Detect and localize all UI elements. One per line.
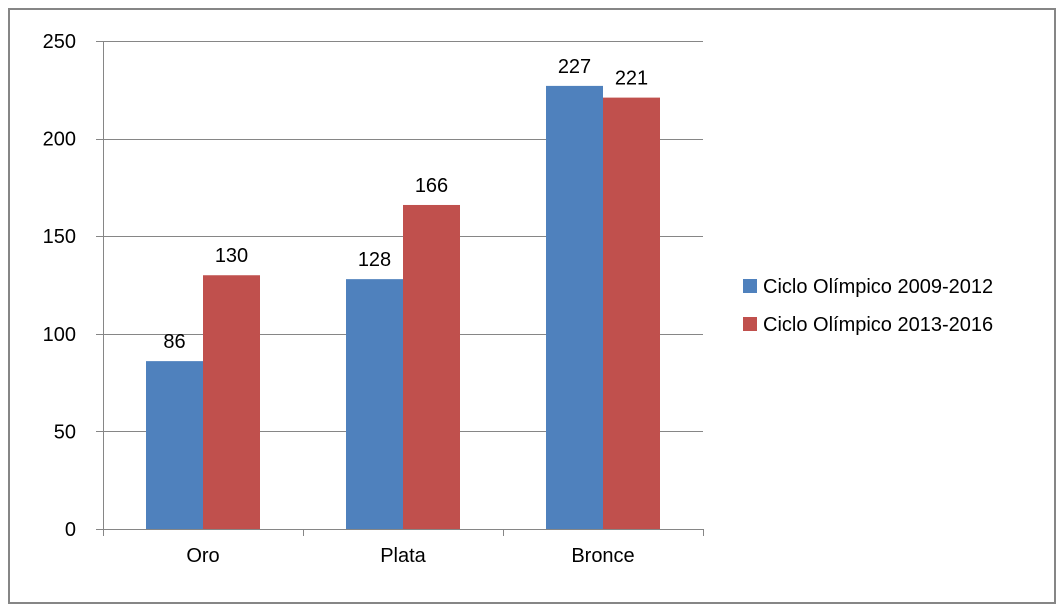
x-tick-label: Bronce: [571, 545, 634, 567]
legend-label: Ciclo Olímpico 2009-2012: [763, 276, 993, 298]
y-tick-label: 150: [43, 226, 76, 248]
y-tick-label: 50: [54, 421, 76, 443]
bar: [203, 275, 260, 529]
data-label: 221: [615, 68, 648, 90]
data-label: 227: [558, 56, 591, 78]
axes: 0 50 100 150 200 250 Oro Plata Bronce: [43, 31, 704, 567]
data-label: 86: [163, 331, 185, 353]
legend-swatch: [743, 317, 757, 331]
bar: [603, 97, 660, 529]
x-tick-label: Plata: [380, 545, 426, 567]
bar: [346, 279, 403, 529]
data-labels: 86 130 128 166 227 221: [163, 56, 648, 353]
bar: [403, 204, 460, 529]
data-label: 130: [215, 245, 248, 267]
bar: [146, 361, 203, 529]
y-tick-label: 0: [65, 519, 76, 541]
legend-label: Ciclo Olímpico 2013-2016: [763, 314, 993, 336]
legend: Ciclo Olímpico 2009-2012 Ciclo Olímpico 2…: [743, 276, 993, 336]
y-tick-label: 100: [43, 324, 76, 346]
data-label: 166: [415, 175, 448, 197]
bars: [146, 85, 660, 529]
x-tick-label: Oro: [186, 545, 219, 567]
legend-swatch: [743, 279, 757, 293]
bar: [546, 85, 603, 529]
y-tick-label: 200: [43, 129, 76, 151]
data-label: 128: [358, 249, 391, 271]
y-tick-label: 250: [43, 31, 76, 53]
